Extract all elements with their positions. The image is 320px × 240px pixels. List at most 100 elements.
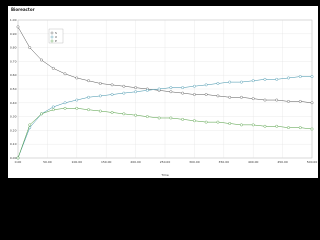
x-tick-label: 500.00 <box>307 160 318 164</box>
data-point <box>204 120 208 124</box>
chart-title: Bioreactor <box>11 7 35 12</box>
y-tick-label: 0.90 <box>10 32 17 36</box>
x-tick-label: 450.00 <box>277 160 288 164</box>
x-axis-label: Time <box>160 173 168 177</box>
data-point <box>75 76 79 80</box>
data-point <box>298 100 302 103</box>
data-point <box>63 101 67 105</box>
series-line <box>17 108 313 159</box>
page: {"chart_data":{"type":"line","title":"Bi… <box>8 6 318 178</box>
x-tick-label: 150.00 <box>101 160 112 164</box>
y-tick-label: 0.30 <box>10 115 17 119</box>
data-point <box>251 97 255 101</box>
data-point <box>287 126 290 130</box>
x-tick-label: 250.00 <box>160 160 171 164</box>
series-line <box>17 26 313 104</box>
x-tick-label: 0.00 <box>15 160 22 164</box>
data-point <box>87 95 90 99</box>
x-tick-label: 100.00 <box>72 160 83 164</box>
data-point <box>110 93 114 96</box>
data-point <box>87 108 90 112</box>
data-point <box>275 77 279 81</box>
legend-marker <box>50 31 54 35</box>
chart: Bioreactor Time 0.00 0.10 0.20 0.30 0.40 0.50… <box>8 6 318 178</box>
y-tick-label: 0.60 <box>10 73 17 77</box>
data-point <box>181 117 185 121</box>
data-point <box>51 105 55 109</box>
x-tick-label: 350.00 <box>219 160 230 164</box>
data-point <box>40 58 43 62</box>
y-tick-label: 0.80 <box>10 46 17 50</box>
data-point <box>287 76 290 80</box>
data-point <box>181 91 185 95</box>
data-point <box>169 116 173 120</box>
data-point <box>51 108 55 112</box>
y-tick-label: 0.00 <box>10 156 17 160</box>
data-point <box>134 90 138 94</box>
data-point <box>40 112 43 116</box>
data-point <box>298 126 302 130</box>
data-point <box>192 84 196 88</box>
data-point <box>122 84 126 88</box>
y-tick-label: 0.40 <box>10 101 17 105</box>
data-point <box>28 46 32 49</box>
data-point <box>263 98 267 102</box>
data-point <box>216 94 220 98</box>
data-point <box>275 98 279 102</box>
data-point <box>216 120 220 124</box>
data-point <box>169 86 173 90</box>
data-point <box>63 72 67 76</box>
x-tick-label: 400.00 <box>248 160 259 164</box>
data-point <box>122 112 126 116</box>
y-tick-label: 0.50 <box>10 87 17 91</box>
data-point <box>310 127 314 131</box>
data-point <box>98 82 102 85</box>
data-point <box>63 106 67 110</box>
data-point <box>216 82 220 85</box>
data-point <box>110 83 114 87</box>
x-tick-label: 50.00 <box>43 160 52 164</box>
data-point <box>75 98 79 102</box>
y-tick-label: 0.70 <box>10 59 17 63</box>
data-point <box>228 122 232 125</box>
data-point <box>51 66 55 70</box>
data-point <box>122 91 126 95</box>
legend-marker <box>50 39 54 43</box>
legend-label: X <box>55 35 57 39</box>
data-point <box>192 119 196 123</box>
data-point <box>240 80 243 84</box>
data-point <box>157 116 161 120</box>
data-point <box>98 109 102 113</box>
y-tick-label: 1.00 <box>10 18 17 22</box>
data-point <box>145 115 149 119</box>
data-point <box>181 86 185 90</box>
data-point <box>251 79 255 83</box>
data-point <box>263 77 267 81</box>
data-point <box>263 124 267 128</box>
y-tick-label: 0.10 <box>10 142 17 146</box>
data-point <box>98 94 102 98</box>
data-point <box>310 101 314 105</box>
data-point <box>251 123 255 127</box>
legend-label: P <box>55 39 57 43</box>
data-point <box>275 124 279 128</box>
data-point <box>240 123 243 127</box>
data-point <box>228 95 232 99</box>
data-point <box>310 75 314 78</box>
legend-label: S <box>55 31 57 35</box>
data-point <box>145 88 149 92</box>
y-tick-label: 0.20 <box>10 128 17 132</box>
x-tick-label: 200.00 <box>130 160 141 164</box>
data-point <box>134 113 138 117</box>
data-point <box>298 75 302 78</box>
data-point <box>16 25 20 29</box>
data-point <box>192 93 196 96</box>
data-point <box>75 106 79 110</box>
data-point <box>287 100 290 103</box>
data-point <box>204 83 208 87</box>
data-point <box>157 87 161 91</box>
x-tick-label: 300.00 <box>189 160 200 164</box>
data-point <box>228 80 232 84</box>
data-point <box>16 156 20 160</box>
data-point <box>240 95 243 99</box>
